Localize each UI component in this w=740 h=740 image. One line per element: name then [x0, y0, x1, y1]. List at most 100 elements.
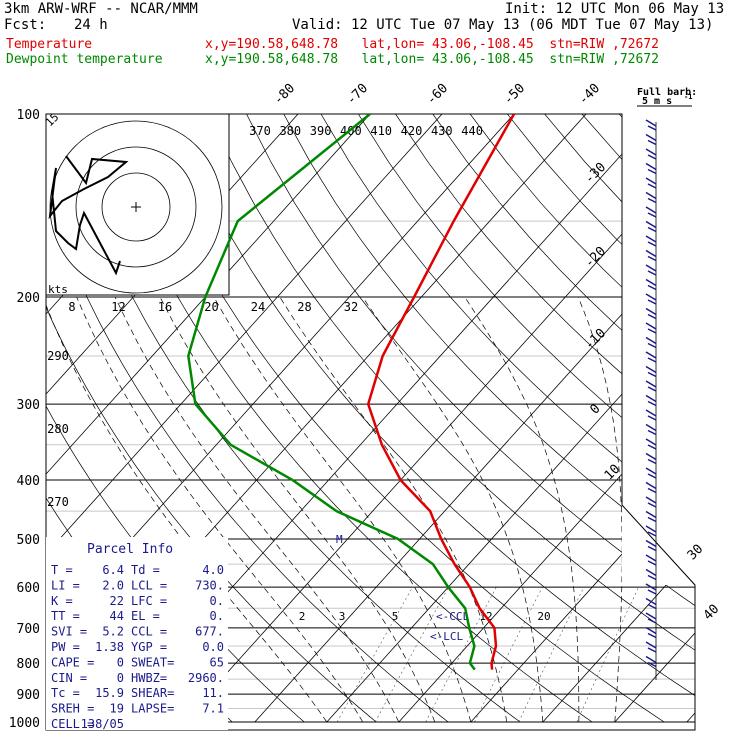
wind-barb	[645, 438, 657, 450]
sounding-lines	[187, 114, 516, 671]
parcel-info-label: PW =	[51, 640, 80, 654]
isotherm-label: 40	[701, 602, 723, 624]
dry-adiabat-line	[618, 114, 695, 723]
wind-barb	[645, 423, 657, 436]
model-title: 3km ARW-WRF -- NCAR/MMM	[4, 1, 198, 17]
chart-frame	[45, 113, 696, 731]
parcel-info-background	[46, 537, 228, 730]
pressure-tick-label: 600	[17, 581, 40, 596]
dry-adiabat-line	[208, 114, 695, 723]
wind-barb	[645, 409, 657, 421]
dry-adiabat-line	[46, 114, 449, 723]
wind-barb	[645, 177, 657, 189]
parcel-info-label: LI =	[51, 578, 80, 592]
wind-barb	[645, 380, 657, 392]
dry-adiabat-line	[656, 114, 695, 723]
wind-barb	[645, 626, 657, 639]
theta-label: 370	[249, 124, 271, 138]
parcel-info-label: CAPE =	[51, 655, 94, 669]
dry-adiabat-line	[358, 114, 695, 723]
theta-label: 380	[279, 124, 301, 138]
parcel-info-label: SREH =	[51, 702, 94, 716]
wind-barb	[645, 452, 657, 465]
pressure-tick-label: 400	[17, 474, 40, 489]
hodograph-speed-label: 28	[297, 300, 311, 314]
pressure-tick-label: 700	[17, 622, 40, 637]
parcel-info-value: 4.0	[202, 563, 224, 577]
isotherm-label: -80	[271, 81, 298, 108]
hodograph-plot: 15	[46, 114, 223, 294]
dry-adiabat-line	[395, 114, 695, 723]
dry-adiabat-line	[693, 114, 695, 723]
wind-barb	[645, 148, 657, 160]
parcel-info-panel: Parcel Info T = 6.4 Td = 4.0 LI = 2.0 LCL = 730.…	[46, 537, 228, 731]
isotherm-label: -70	[344, 81, 371, 108]
isotherm-line	[614, 114, 695, 723]
pressure-tick-label: 100	[17, 108, 40, 123]
pressure-tick-label: 900	[17, 688, 40, 703]
parcel-info-value: 65	[210, 655, 224, 669]
parcel-info-label: TT =	[51, 609, 80, 623]
hodograph-trace	[48, 155, 129, 276]
moist-adiabat-line	[279, 296, 508, 723]
wind-barb	[645, 394, 657, 407]
wind-barb	[645, 336, 657, 349]
isotherm-label: -10	[582, 326, 609, 353]
isotherm-label: -30	[582, 160, 609, 187]
wind-barb	[645, 539, 657, 552]
wind-barb-unit-exponent: -1	[684, 93, 692, 101]
wind-barb	[645, 220, 657, 233]
theta-label: 420	[401, 124, 423, 138]
parcel-info-value: 0.	[210, 594, 224, 608]
theta-label: 280	[47, 422, 69, 436]
parcel-info-value: 1.38	[95, 640, 124, 654]
wind-barb	[645, 496, 657, 508]
pressure-tick-label: 800	[17, 657, 40, 672]
wind-barb	[645, 554, 657, 566]
temperature-station-info: x,y=190.58,648.78 lat,lon= 43.06,-108.45…	[205, 37, 659, 52]
parcel-info-label: Td =	[131, 563, 160, 577]
isotherm-label: -40	[576, 81, 603, 108]
dry-adiabat-line	[432, 114, 695, 723]
sounding-marker-lcl: <-LCL	[430, 630, 463, 643]
isotherm-label: -20	[582, 244, 609, 271]
parcel-info-label: LCL =	[131, 578, 167, 592]
pressure-tick-label: 200	[17, 291, 40, 306]
hodograph-frame	[45, 113, 230, 296]
mixing-ratio-label: 3	[339, 610, 346, 623]
isotherm-line	[46, 114, 443, 723]
wind-barb	[645, 583, 657, 595]
isotherm-line	[542, 114, 695, 723]
parcel-info-value: 2960.	[188, 671, 224, 685]
parcel-info-value: 22	[110, 594, 124, 608]
mixing-ratio-line	[336, 586, 413, 723]
wind-barb	[645, 655, 657, 668]
wind-barb	[645, 322, 657, 334]
wind-barb	[645, 206, 657, 218]
theta-label: 430	[431, 124, 453, 138]
wind-barb	[645, 249, 657, 262]
theta-label: 410	[370, 124, 392, 138]
mixing-ratio-label: 5	[392, 610, 399, 623]
wind-barb	[645, 278, 657, 291]
init-time: Init: 12 UTC Mon 06 May 13	[505, 1, 725, 17]
wind-barb	[645, 293, 657, 305]
parcel-info-value: 6.4	[102, 563, 124, 577]
parcel-info-label: CIN =	[51, 671, 87, 685]
dry-adiabat-line	[469, 114, 695, 723]
parcel-info-label: CCL =	[131, 625, 167, 639]
hodograph-speed-label: 32	[344, 300, 358, 314]
hodograph-speed-label: 12	[111, 300, 125, 314]
parcel-info-value: 0.0	[202, 640, 224, 654]
isotherm-line	[46, 114, 371, 723]
dry-adiabat-line	[544, 114, 695, 723]
sounding-marker-ccl: <-CCL	[436, 610, 469, 623]
theta-label: 290	[47, 349, 69, 363]
dry-adiabat-line	[283, 114, 695, 723]
dry-adiabat-line	[246, 114, 695, 723]
hodograph-ring	[101, 172, 171, 242]
dewpoint-station-info: x,y=190.58,648.78 lat,lon= 43.06,-108.45…	[205, 52, 659, 67]
wind-barb	[645, 351, 657, 363]
parcel-info-title: Parcel Info	[87, 542, 173, 557]
